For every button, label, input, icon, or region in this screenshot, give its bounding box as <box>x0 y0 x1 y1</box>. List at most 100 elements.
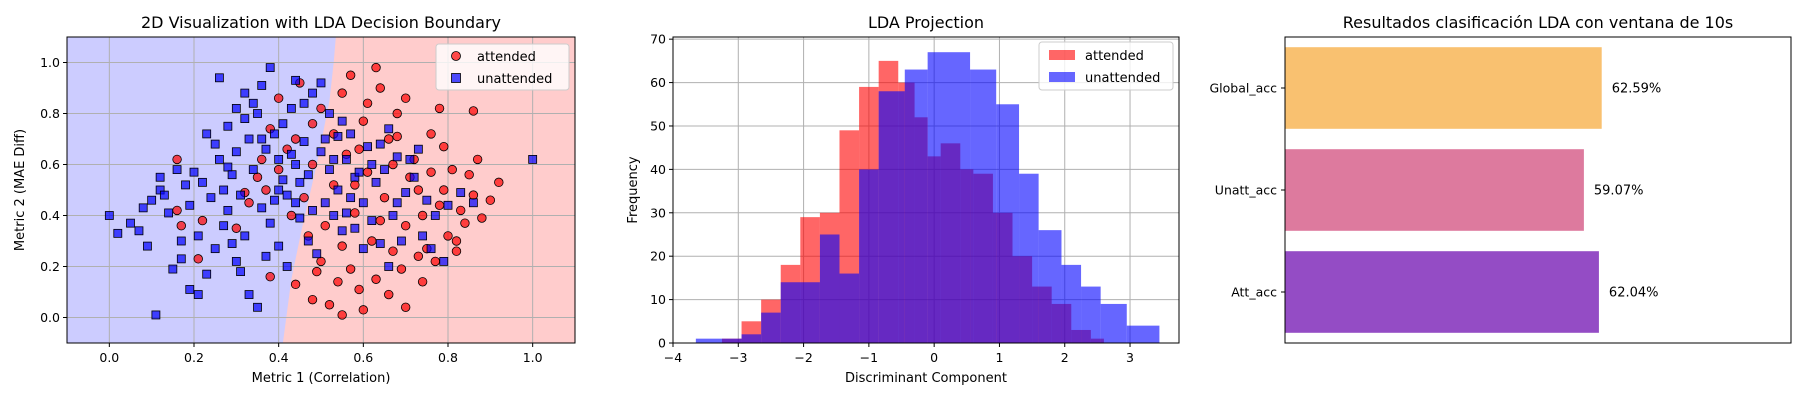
scatter-point-attended <box>468 190 479 200</box>
scatter-x-tick-label: 1.0 <box>523 350 543 365</box>
scatter-point-attended <box>456 205 466 216</box>
scatter-point-attended <box>451 236 462 246</box>
histogram-x-tick-label: 2 <box>1061 350 1069 365</box>
scatter-point-unattended <box>240 88 250 98</box>
histogram-legend-unattended-swatch <box>1049 72 1075 82</box>
scatter-point-unattended <box>333 185 343 195</box>
scatter-point-unattended <box>329 211 339 220</box>
scatter-point-unattended <box>198 177 207 187</box>
scatter-point-attended <box>333 277 343 287</box>
scatter-point-attended <box>426 129 436 139</box>
scatter-point-attended <box>172 205 182 216</box>
scatter-point-unattended <box>147 195 157 205</box>
scatter-point-unattended <box>333 132 343 141</box>
scatter-point-attended <box>434 200 445 211</box>
scatter-point-unattended <box>181 180 190 190</box>
scatter-point-unattended <box>126 218 135 228</box>
scatter-point-unattended <box>253 302 262 312</box>
scatter-point-unattended <box>375 139 385 149</box>
scatter-point-unattended <box>248 165 258 175</box>
scatter-point-unattended <box>164 208 174 218</box>
scatter-point-unattended <box>227 170 237 180</box>
histogram-bar-unattended <box>1061 264 1082 343</box>
scatter-point-unattended <box>236 190 245 200</box>
scatter-point-unattended <box>443 200 453 210</box>
histogram-legend: attended unattended <box>1038 41 1174 91</box>
scatter-point-attended <box>430 256 441 267</box>
histogram-y-tick-label: 40 <box>650 162 666 177</box>
scatter-point-attended <box>312 266 322 277</box>
scatter-point-attended <box>350 208 360 218</box>
scatter-point-unattended <box>291 198 301 208</box>
scatter-point-attended <box>265 272 275 282</box>
scatter-point-unattended <box>223 121 233 131</box>
scatter-point-unattended <box>371 177 381 187</box>
scatter-y-tick-label: 0.4 <box>40 208 60 223</box>
scatter-point-unattended <box>274 185 284 195</box>
histogram-bar-unattended <box>780 282 820 343</box>
scatter-point-attended <box>447 164 457 175</box>
scatter-point-attended <box>316 103 326 114</box>
scatter-point-unattended <box>295 213 305 223</box>
scatter-point-unattended <box>159 190 169 200</box>
scatter-x-tick-label: 0.4 <box>269 350 289 365</box>
accuracy-panel: Resultados clasificación LDA con ventana… <box>1209 13 1792 344</box>
scatter-point-unattended <box>176 236 186 246</box>
scatter-x-tick-label: 0.8 <box>438 350 458 365</box>
scatter-point-unattended <box>261 144 271 154</box>
scatter-point-unattended <box>134 226 144 236</box>
scatter-point-attended <box>439 141 449 152</box>
scatter-point-unattended <box>291 160 301 169</box>
scatter-point-unattended <box>261 251 271 261</box>
histogram-x-ticks: −4 −3 −2 −1 0 1 2 3 <box>664 343 1134 365</box>
scatter-point-unattended <box>257 203 267 213</box>
scatter-point-unattended <box>367 160 377 169</box>
histogram-y-tick-label: 50 <box>650 118 666 133</box>
histogram-x-tick-label: −4 <box>664 350 682 365</box>
histogram-bar-unattended <box>996 104 1020 343</box>
scatter-point-unattended <box>413 144 423 154</box>
scatter-y-tick-label: 0.8 <box>40 106 60 121</box>
histogram-bar-unattended <box>1038 230 1062 343</box>
scatter-point-unattended <box>418 231 428 241</box>
scatter-point-unattended <box>325 165 334 175</box>
scatter-point-unattended <box>278 119 288 129</box>
scatter-point-attended <box>371 62 381 73</box>
histogram-bar-unattended <box>859 169 879 343</box>
scatter-legend-box <box>435 43 570 91</box>
scatter-point-unattended <box>185 200 195 210</box>
scatter-point-unattended <box>168 264 178 274</box>
scatter-point-attended <box>172 154 182 165</box>
scatter-point-unattended <box>227 239 237 248</box>
scatter-point-unattended <box>316 147 326 157</box>
histogram-x-tick-label: 0 <box>930 350 938 365</box>
histogram-legend-attended-label: attended <box>1085 49 1144 64</box>
histogram-series-unattended <box>695 52 1160 344</box>
scatter-point-attended <box>413 251 424 261</box>
scatter-legend: attended unattended <box>435 43 570 91</box>
accuracy-frame <box>1284 36 1792 344</box>
scatter-point-unattended <box>312 249 322 259</box>
scatter-y-ticks: 0.0 0.2 0.4 0.6 0.8 1.0 <box>40 55 67 325</box>
histogram-bar-unattended <box>761 312 781 343</box>
scatter-point-unattended <box>231 147 241 157</box>
histogram-y-tick-label: 10 <box>650 292 666 307</box>
scatter-point-unattended <box>384 262 394 271</box>
scatter-point-unattended <box>202 269 212 279</box>
scatter-point-attended <box>358 305 369 315</box>
scatter-point-unattended <box>405 154 415 164</box>
scatter-point-attended <box>176 220 187 231</box>
scatter-point-attended <box>307 118 318 129</box>
scatter-point-unattended <box>401 188 411 197</box>
histogram-y-tick-label: 0 <box>658 336 666 351</box>
scatter-point-unattended <box>210 244 220 254</box>
scatter-point-unattended <box>358 198 368 208</box>
histogram-legend-attended-swatch <box>1049 50 1075 60</box>
scatter-y-tick-label: 1.0 <box>40 55 60 70</box>
histogram-frame <box>672 36 1180 344</box>
histogram-bar-unattended <box>1019 173 1039 343</box>
histogram-bar-unattended <box>1081 286 1101 343</box>
histogram-title: LDA Projection <box>868 13 984 32</box>
scatter-point-unattended <box>236 267 245 277</box>
scatter-point-unattended <box>430 211 440 220</box>
